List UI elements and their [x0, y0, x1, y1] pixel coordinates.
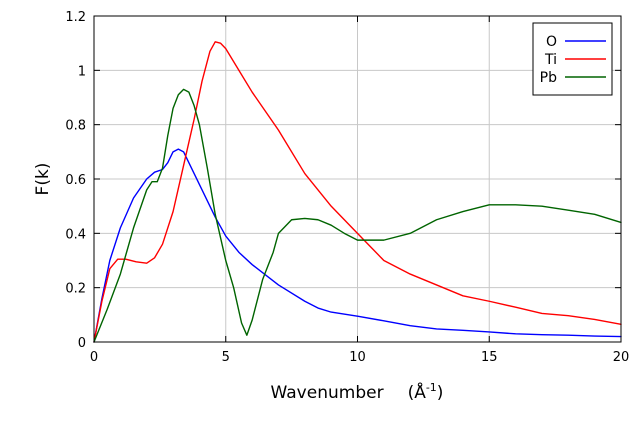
x-axis-label-group: Wavenumber (Å-1) — [271, 381, 444, 403]
y-tick-label: 0 — [78, 336, 86, 351]
y-tick-label: 0.4 — [65, 227, 86, 242]
x-axis-unit-close: ) — [437, 383, 444, 403]
legend: O Ti Pb — [532, 22, 613, 96]
series-line-o — [93, 148, 622, 343]
legend-label-ti: Ti — [544, 52, 557, 68]
x-tick-label: 15 — [481, 350, 498, 365]
series-line-pb — [93, 88, 622, 343]
y-tick-label: 1.2 — [65, 10, 86, 25]
legend-label-o: O — [546, 34, 557, 50]
x-tick-label: 10 — [349, 350, 366, 365]
y-tick-label: 0.6 — [65, 173, 86, 188]
y-axis-label: F(k) — [33, 163, 53, 196]
x-tick-label: 0 — [90, 350, 98, 365]
series-line-ti — [93, 41, 622, 343]
legend-label-pb: Pb — [540, 70, 557, 86]
x-tick-label: 20 — [613, 350, 630, 365]
y-tick-label: 0.8 — [65, 119, 86, 134]
grid-lines — [94, 16, 621, 342]
x-axis-label: Wavenumber — [271, 383, 384, 403]
x-axis-unit-exponent: -1 — [426, 381, 437, 394]
x-axis-unit: (Å — [408, 381, 427, 403]
series-lines — [93, 41, 622, 343]
x-tick-label: 5 — [222, 350, 230, 365]
y-tick-label: 0.2 — [65, 282, 86, 297]
y-tick-label: 1 — [78, 64, 86, 79]
axis-ticks: 0 5 10 15 20 0 0.2 0.4 0.6 0.8 1 1.2 — [65, 10, 629, 365]
